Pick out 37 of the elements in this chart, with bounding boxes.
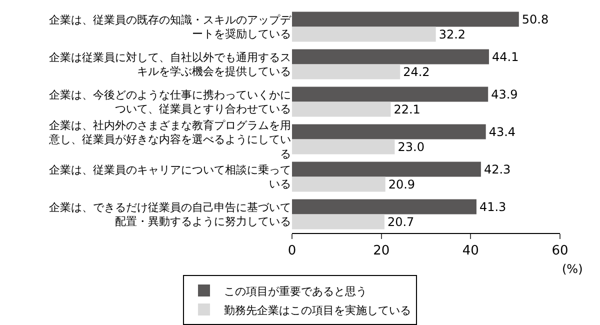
data-label: 23.0 (398, 140, 424, 154)
data-label: 43.9 (491, 87, 518, 102)
bar (292, 214, 384, 230)
y-tick-label: 企業は、従業員のキャリアについて相談に乗っている (49, 163, 291, 191)
data-label: 32.2 (438, 27, 466, 42)
data-label: 20.9 (388, 177, 416, 192)
bar (292, 199, 476, 214)
data-label: 42.3 (484, 162, 511, 176)
data-label: 50.8 (522, 12, 549, 26)
bar (292, 49, 489, 64)
legend-label: この項目が重要であると思う (224, 284, 367, 298)
bar (292, 12, 519, 27)
data-label: 41.3 (479, 200, 506, 214)
bar (292, 162, 481, 177)
bar (292, 86, 488, 102)
bar (292, 176, 386, 192)
data-label: 43.4 (488, 124, 516, 139)
y-tick-label: 企業は、従業員の既存の知識・スキルのアップデートを奨励している (49, 13, 292, 41)
data-label: 44.1 (492, 50, 519, 64)
bar (292, 26, 436, 42)
x-tick-label: 0 (288, 244, 296, 259)
data-label: 22.1 (394, 102, 420, 116)
x-tick-label: 20 (373, 244, 390, 259)
legend-label: 勤務先企業はこの項目を実施している (224, 304, 411, 317)
data-label: 20.7 (387, 214, 414, 229)
bar (292, 64, 400, 80)
y-tick-label: 企業は従業員に対して、自社以外でも通用するスキルを学ぶ機会を提供している (49, 50, 291, 78)
data-label: 24.2 (403, 64, 430, 79)
y-tick-label: 企業は、今後どのような仕事に携わっていくかについて、従業員とすり合わせている (49, 88, 291, 116)
bar (292, 124, 486, 140)
x-tick-label: 60 (552, 244, 568, 259)
x-tick-label: 40 (462, 244, 479, 259)
x-axis-title: (%) (562, 262, 583, 276)
y-tick-label: 企業は、社内外のさまざまな教育プログラムを用意し、従業員が好きな内容を選べるようにしている (48, 118, 291, 160)
y-tick-label: 企業は、できるだけ従業員の自己申告に基づいて配置・異動するように努力している (49, 200, 291, 228)
bar (292, 139, 395, 154)
bar (292, 102, 391, 117)
